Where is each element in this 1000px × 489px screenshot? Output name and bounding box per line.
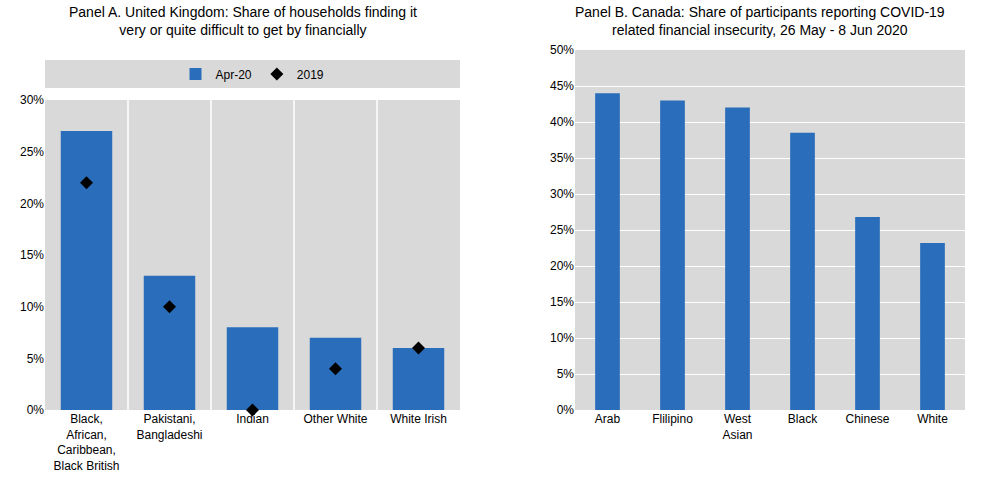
- svg-text:10%: 10%: [550, 331, 574, 345]
- svg-text:15%: 15%: [550, 295, 574, 309]
- svg-text:5%: 5%: [27, 352, 45, 366]
- svg-text:2019: 2019: [297, 68, 324, 82]
- svg-text:White Irish: White Irish: [390, 412, 447, 426]
- svg-text:Black: Black: [788, 412, 818, 426]
- svg-text:0%: 0%: [557, 403, 575, 417]
- svg-text:Arab: Arab: [595, 412, 621, 426]
- svg-text:35%: 35%: [550, 151, 574, 165]
- svg-text:Indian: Indian: [236, 412, 269, 426]
- svg-text:Chinese: Chinese: [845, 412, 889, 426]
- svg-text:25%: 25%: [550, 223, 574, 237]
- svg-text:30%: 30%: [20, 93, 44, 107]
- svg-text:20%: 20%: [550, 259, 574, 273]
- svg-text:Black,African,Caribbean,Black: Black,African,Caribbean,Black British: [53, 412, 119, 473]
- svg-text:45%: 45%: [550, 79, 574, 93]
- svg-text:20%: 20%: [20, 197, 44, 211]
- svg-text:Pakistani,Bangladeshi: Pakistani,Bangladeshi: [136, 412, 202, 442]
- svg-text:10%: 10%: [20, 300, 44, 314]
- svg-text:White: White: [917, 412, 948, 426]
- svg-text:Apr-20: Apr-20: [216, 68, 252, 82]
- svg-text:Panel A. United Kingdom: Share: Panel A. United Kingdom: Share of househ…: [69, 4, 417, 38]
- svg-text:30%: 30%: [550, 187, 574, 201]
- svg-text:Other White: Other White: [303, 412, 367, 426]
- svg-text:Panel B. Canada: Share of part: Panel B. Canada: Share of participants r…: [575, 4, 945, 38]
- svg-text:15%: 15%: [20, 248, 44, 262]
- svg-text:25%: 25%: [20, 145, 44, 159]
- svg-text:5%: 5%: [557, 367, 575, 381]
- svg-text:0%: 0%: [27, 403, 45, 417]
- svg-text:WestAsian: WestAsian: [722, 412, 752, 442]
- svg-text:50%: 50%: [550, 43, 574, 57]
- svg-text:40%: 40%: [550, 115, 574, 129]
- svg-text:Flilipino: Flilipino: [652, 412, 693, 426]
